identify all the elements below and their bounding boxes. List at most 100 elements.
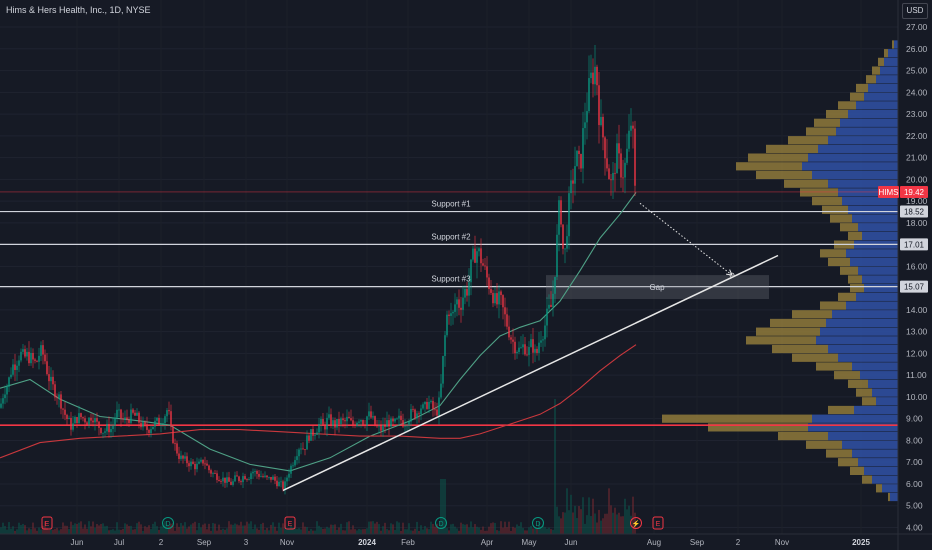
candle-body bbox=[358, 421, 360, 423]
candle-body bbox=[72, 423, 74, 430]
volume-bar bbox=[360, 529, 362, 534]
candle-body bbox=[248, 479, 250, 480]
volume-bar bbox=[428, 529, 430, 534]
time-tick-label: May bbox=[521, 538, 536, 547]
candle-body bbox=[370, 411, 372, 418]
volume-bar bbox=[626, 509, 628, 534]
dividend-marker-icon[interactable] bbox=[532, 517, 544, 529]
candle-body bbox=[542, 339, 544, 341]
profile-up-bar bbox=[838, 188, 898, 197]
candle-body bbox=[354, 424, 356, 427]
volume-bar bbox=[510, 530, 512, 534]
candle-body bbox=[274, 476, 276, 481]
price-tick-label: 9.00 bbox=[906, 414, 923, 424]
profile-down-bar bbox=[840, 223, 858, 232]
volume-bar bbox=[582, 497, 584, 534]
volume-profile bbox=[662, 40, 898, 502]
volume-bar bbox=[332, 524, 334, 534]
volume-bar bbox=[394, 529, 396, 534]
candle-body bbox=[466, 289, 468, 296]
candle-body bbox=[396, 418, 398, 420]
volume-bar bbox=[24, 525, 26, 534]
candle-body bbox=[412, 408, 414, 410]
volume-bar bbox=[286, 529, 288, 534]
profile-down-bar bbox=[822, 205, 848, 214]
price-tag-box bbox=[900, 238, 928, 251]
time-axis[interactable]: Jun Jul 2 Sep 3 Nov 2024 Feb Apr May Jun Aug Sep 2 Nov… bbox=[0, 533, 932, 547]
profile-down-bar bbox=[876, 484, 882, 493]
candle-body bbox=[418, 413, 420, 415]
profile-up-bar bbox=[876, 397, 898, 406]
volume-bar bbox=[546, 528, 548, 534]
gap-rectangle[interactable] bbox=[546, 275, 769, 300]
candle-body bbox=[614, 172, 616, 174]
candle-body bbox=[276, 480, 278, 487]
volume-bar bbox=[334, 524, 336, 534]
candle-body bbox=[36, 360, 38, 362]
candle-body bbox=[460, 307, 462, 310]
volume-bar bbox=[276, 530, 278, 534]
volume-bar bbox=[14, 530, 16, 534]
profile-down-bar bbox=[826, 449, 852, 458]
volume-bar bbox=[380, 530, 382, 534]
price-tick-label: 10.00 bbox=[906, 392, 928, 402]
candle-body bbox=[498, 291, 500, 305]
volume-bar bbox=[176, 523, 178, 534]
earnings-marker-icon[interactable] bbox=[41, 516, 53, 530]
horizontal-levels[interactable] bbox=[0, 191, 898, 427]
volume-bar bbox=[322, 528, 324, 534]
candle-body bbox=[98, 421, 100, 428]
volume-bar bbox=[564, 512, 566, 534]
event-markers[interactable]: E E E D D D ⚡ bbox=[41, 516, 664, 530]
price-tick-label: 4.00 bbox=[906, 522, 923, 532]
candle-body bbox=[446, 314, 448, 336]
candle-body bbox=[204, 463, 206, 465]
support-trendline[interactable] bbox=[282, 254, 779, 492]
candle-body bbox=[100, 427, 102, 434]
gap-zone[interactable] bbox=[546, 275, 769, 300]
volume-bar bbox=[54, 529, 56, 534]
profile-up-bar bbox=[846, 301, 898, 310]
volume-bar bbox=[566, 488, 568, 534]
earnings-marker-icon[interactable] bbox=[652, 516, 664, 530]
candle-body bbox=[134, 412, 136, 416]
candle-body bbox=[554, 276, 556, 294]
trendline-group[interactable] bbox=[282, 202, 779, 492]
candle-body bbox=[154, 420, 156, 427]
volume-bar bbox=[364, 529, 366, 534]
volume-bar bbox=[476, 526, 478, 534]
volume-bar bbox=[604, 513, 606, 534]
volume-bar bbox=[588, 497, 590, 534]
dividend-marker-icon[interactable] bbox=[435, 517, 447, 529]
candle-body bbox=[544, 325, 546, 340]
candle-body bbox=[320, 418, 322, 424]
volume-bar bbox=[578, 506, 580, 534]
currency-button[interactable]: USD bbox=[902, 3, 928, 19]
volume-bar bbox=[264, 529, 266, 534]
earnings-marker-icon[interactable] bbox=[284, 516, 296, 530]
profile-up-bar bbox=[862, 275, 898, 284]
volume-bar bbox=[576, 518, 578, 534]
volume-bar bbox=[246, 521, 248, 534]
volume-bar bbox=[174, 530, 176, 534]
volume-bar bbox=[470, 521, 472, 534]
volume-bar bbox=[562, 512, 564, 534]
dividend-marker-icon[interactable] bbox=[162, 517, 174, 529]
candle-body bbox=[4, 394, 6, 399]
time-tick-label: Aug bbox=[647, 538, 661, 547]
volume-bar bbox=[206, 529, 208, 534]
candle-body bbox=[322, 418, 324, 425]
volume-bar bbox=[190, 524, 192, 534]
annotation-label: Support #3 bbox=[431, 275, 471, 284]
candle-body bbox=[468, 282, 470, 296]
price-tick-label: 22.00 bbox=[906, 131, 928, 141]
candle-body bbox=[606, 158, 608, 169]
split-marker-icon[interactable] bbox=[630, 517, 642, 529]
candle-body bbox=[622, 177, 624, 179]
profile-up-bar bbox=[856, 292, 898, 301]
volume-bar bbox=[512, 526, 514, 534]
volume-bar bbox=[444, 479, 446, 534]
candle-body bbox=[84, 418, 86, 423]
